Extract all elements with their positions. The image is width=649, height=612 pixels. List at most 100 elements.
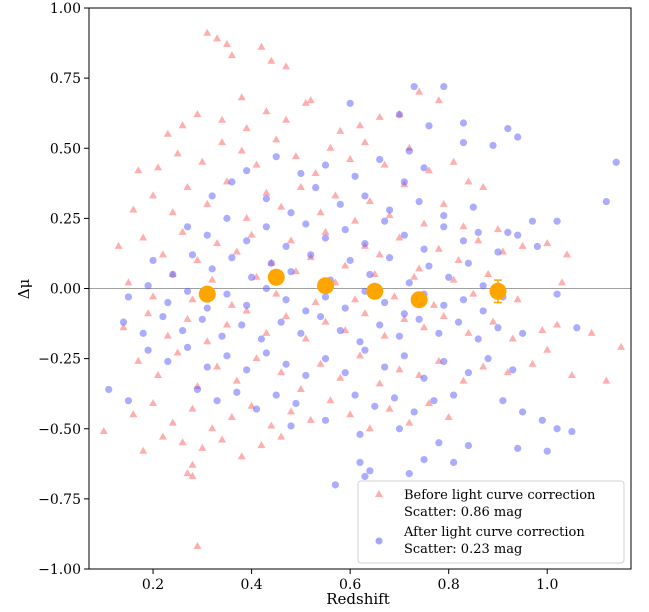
- y-tick-label: −0.50: [38, 422, 81, 438]
- before-point: [395, 365, 404, 373]
- before-point: [444, 413, 453, 421]
- before-point: [316, 359, 325, 367]
- before-point: [306, 96, 315, 104]
- after-point: [474, 335, 482, 343]
- after-point: [459, 139, 468, 147]
- before-point: [375, 250, 384, 258]
- binned-mean-series: [198, 268, 507, 309]
- after-point: [336, 200, 344, 208]
- before-point: [227, 300, 236, 308]
- y-tick-label: −1.00: [38, 562, 81, 578]
- after-point: [331, 481, 339, 489]
- before-point: [434, 244, 443, 252]
- before-point: [484, 269, 493, 277]
- after-point: [179, 326, 187, 335]
- binned-point: [267, 268, 285, 286]
- before-point: [213, 34, 222, 42]
- before-point: [346, 410, 355, 418]
- after-point: [208, 192, 216, 200]
- before-point: [262, 328, 271, 336]
- before-point: [503, 368, 512, 376]
- after-point: [533, 242, 541, 251]
- after-point: [341, 369, 349, 377]
- after-point: [420, 374, 428, 382]
- after-point: [440, 301, 448, 309]
- after-point: [528, 217, 537, 225]
- after-point: [321, 161, 330, 169]
- before-point: [346, 154, 355, 162]
- before-point: [587, 328, 596, 336]
- after-point: [223, 290, 231, 298]
- after-point: [405, 279, 413, 287]
- after-point: [376, 155, 384, 164]
- after-point: [297, 329, 305, 337]
- after-point: [435, 329, 443, 337]
- before-point: [321, 227, 330, 235]
- before-point: [232, 247, 241, 255]
- after-point: [272, 153, 280, 161]
- after-point: [381, 363, 389, 371]
- before-point: [139, 233, 148, 241]
- before-point: [134, 166, 143, 174]
- after-point: [519, 329, 527, 337]
- after-point: [459, 296, 468, 304]
- after-point: [400, 352, 408, 360]
- after-point: [183, 287, 192, 295]
- after-point: [612, 158, 620, 166]
- before-point: [508, 334, 517, 342]
- before-point: [188, 460, 197, 468]
- before-point: [252, 160, 261, 168]
- before-point: [410, 272, 419, 280]
- before-point: [267, 56, 276, 64]
- before-point: [267, 421, 276, 429]
- y-axis-label: Δμ: [15, 278, 33, 299]
- before-point: [316, 208, 325, 216]
- after-point: [366, 270, 374, 279]
- before-point: [459, 222, 468, 230]
- before-point: [218, 138, 227, 146]
- before-point: [356, 121, 364, 129]
- before-point: [178, 438, 187, 446]
- before-point: [479, 183, 488, 191]
- before-point: [188, 295, 197, 303]
- after-point: [302, 307, 310, 315]
- after-point: [381, 298, 389, 307]
- x-tick-label: 1.0: [536, 577, 558, 593]
- after-point: [257, 335, 266, 343]
- before-point: [311, 168, 320, 176]
- before-point: [489, 317, 498, 325]
- after-point: [243, 167, 251, 175]
- after-point: [282, 360, 290, 368]
- legend-after-label: After light curve correction: [403, 525, 585, 540]
- before-point: [415, 264, 424, 272]
- before-point: [237, 452, 246, 460]
- before-point: [464, 328, 473, 336]
- after-point: [282, 296, 290, 304]
- before-point: [287, 407, 296, 415]
- before-point: [301, 334, 310, 342]
- before-point: [543, 239, 552, 247]
- before-point: [351, 216, 360, 224]
- after-point: [228, 254, 236, 262]
- after-point: [410, 82, 418, 91]
- after-point: [287, 422, 295, 430]
- before-point: [158, 250, 167, 258]
- after-point: [361, 192, 369, 200]
- after-point: [390, 394, 399, 402]
- after-point: [420, 164, 428, 172]
- before-point: [400, 314, 409, 322]
- before-point: [543, 345, 552, 353]
- before-point: [311, 298, 320, 306]
- before-point: [434, 96, 443, 104]
- before-point: [183, 183, 192, 191]
- after-point: [218, 332, 226, 340]
- after-point: [405, 147, 413, 155]
- before-point: [168, 418, 177, 426]
- before-point: [518, 241, 527, 249]
- after-point: [302, 371, 310, 380]
- after-point: [316, 312, 325, 321]
- before-point: [375, 379, 384, 387]
- after-point: [440, 357, 448, 366]
- before-point: [149, 292, 158, 300]
